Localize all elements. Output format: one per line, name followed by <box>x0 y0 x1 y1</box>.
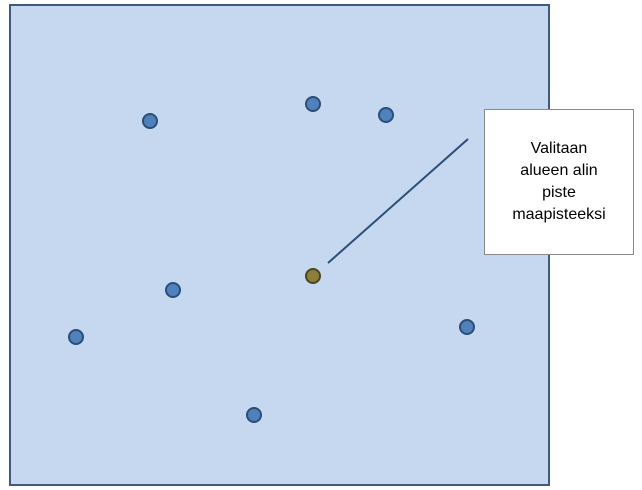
area-rectangle <box>9 4 550 486</box>
point-7 <box>246 407 262 423</box>
point-2 <box>305 96 321 112</box>
callout-line-3: piste <box>542 184 576 201</box>
callout-text: Valitaan alueen alin piste maapisteeksi <box>489 138 629 226</box>
point-4 <box>165 282 181 298</box>
point-1 <box>142 113 158 129</box>
point-6 <box>459 319 475 335</box>
callout-line-2: alueen alin <box>520 162 598 179</box>
callout-line-4: maapisteeksi <box>512 206 606 223</box>
point-3 <box>378 107 394 123</box>
callout-line-1: Valitaan <box>530 140 588 157</box>
callout-box: Valitaan alueen alin piste maapisteeksi <box>484 109 634 255</box>
point-5 <box>68 329 84 345</box>
callout-leader-line <box>327 138 469 264</box>
selected-ground-point <box>305 268 321 284</box>
